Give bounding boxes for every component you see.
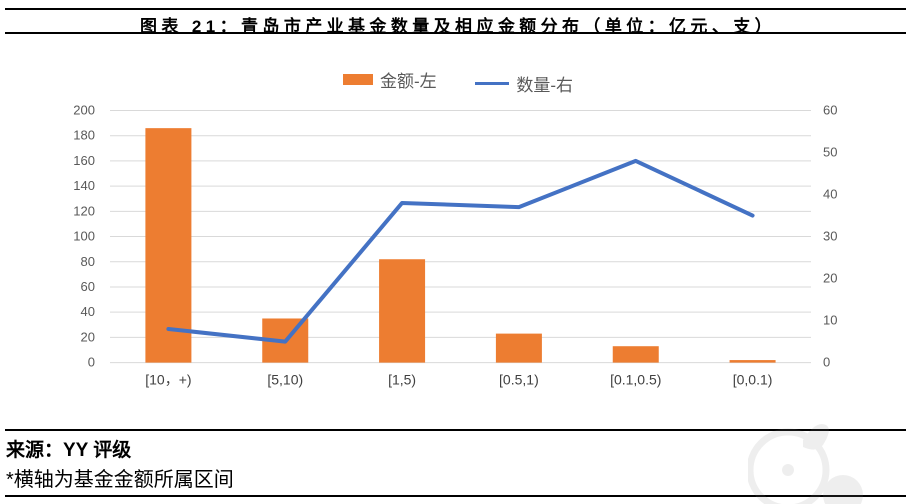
- svg-text:180: 180: [73, 128, 95, 143]
- svg-text:[0,0.1): [0,0.1): [733, 372, 773, 388]
- svg-text:20: 20: [81, 329, 95, 344]
- svg-text:[0.1,0.5): [0.1,0.5): [610, 372, 661, 388]
- svg-text:120: 120: [73, 203, 95, 218]
- svg-text:[1,5): [1,5): [388, 372, 416, 388]
- svg-text:50: 50: [823, 145, 837, 160]
- svg-text:80: 80: [81, 254, 95, 269]
- svg-text:0: 0: [88, 355, 95, 370]
- svg-text:20: 20: [823, 271, 837, 286]
- svg-text:160: 160: [73, 153, 95, 168]
- svg-text:40: 40: [81, 304, 95, 319]
- svg-text:200: 200: [73, 103, 95, 118]
- svg-text:140: 140: [73, 178, 95, 193]
- svg-text:0: 0: [823, 355, 830, 370]
- svg-text:60: 60: [823, 103, 837, 118]
- svg-text:[5,10): [5,10): [267, 372, 303, 388]
- svg-text:60: 60: [81, 279, 95, 294]
- svg-text:40: 40: [823, 187, 837, 202]
- svg-text:[10，+): [10，+): [145, 372, 191, 388]
- svg-text:10: 10: [823, 313, 837, 328]
- svg-text:[0.5,1): [0.5,1): [499, 372, 539, 388]
- svg-text:30: 30: [823, 229, 837, 244]
- svg-text:100: 100: [73, 229, 95, 244]
